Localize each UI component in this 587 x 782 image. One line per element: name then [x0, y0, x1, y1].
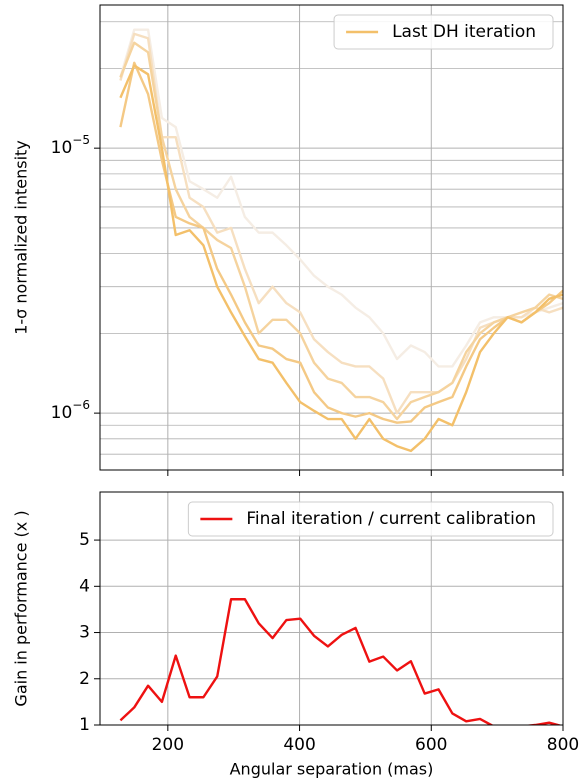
y-tick-label: 4 — [79, 576, 90, 596]
tick-base: 10 — [51, 403, 73, 423]
x-axis-label: Angular separation (mas) — [230, 760, 434, 779]
tick-exp: −6 — [72, 398, 90, 412]
series-line — [119, 64, 563, 453]
x-tick-label: 800 — [547, 735, 579, 755]
y-tick-label: 2 — [79, 669, 90, 689]
legend-label: Last DH iteration — [392, 22, 536, 42]
y-tick-label: 1 — [79, 715, 90, 735]
legend: Final iteration / current calibration — [187, 501, 554, 537]
y-tick-label: 10−5 — [51, 133, 90, 159]
axes-frame — [99, 491, 564, 726]
legend: Last DH iteration — [333, 14, 554, 50]
legend-label: Final iteration / current calibration — [246, 509, 536, 529]
tick-exp: −5 — [72, 133, 90, 147]
y-tick-label: 3 — [79, 623, 90, 643]
x-tick-label: 600 — [415, 735, 447, 755]
series-line — [119, 32, 563, 415]
tick-base: 10 — [51, 138, 73, 158]
legend-box — [333, 14, 554, 50]
y-axis-label: 1-σ normalized intensity — [12, 140, 31, 335]
series-line — [119, 41, 563, 421]
y-tick-label: 10−6 — [51, 398, 90, 424]
y-axis-label: Gain in performance (x ) — [12, 510, 31, 706]
x-tick-label: 200 — [152, 735, 184, 755]
series-line — [119, 61, 563, 424]
axes-frame — [99, 4, 564, 471]
y-tick-label: 5 — [79, 530, 90, 550]
x-tick-label: 400 — [283, 735, 315, 755]
series-line — [119, 28, 563, 368]
series-line — [119, 598, 563, 725]
legend-box — [187, 501, 554, 537]
